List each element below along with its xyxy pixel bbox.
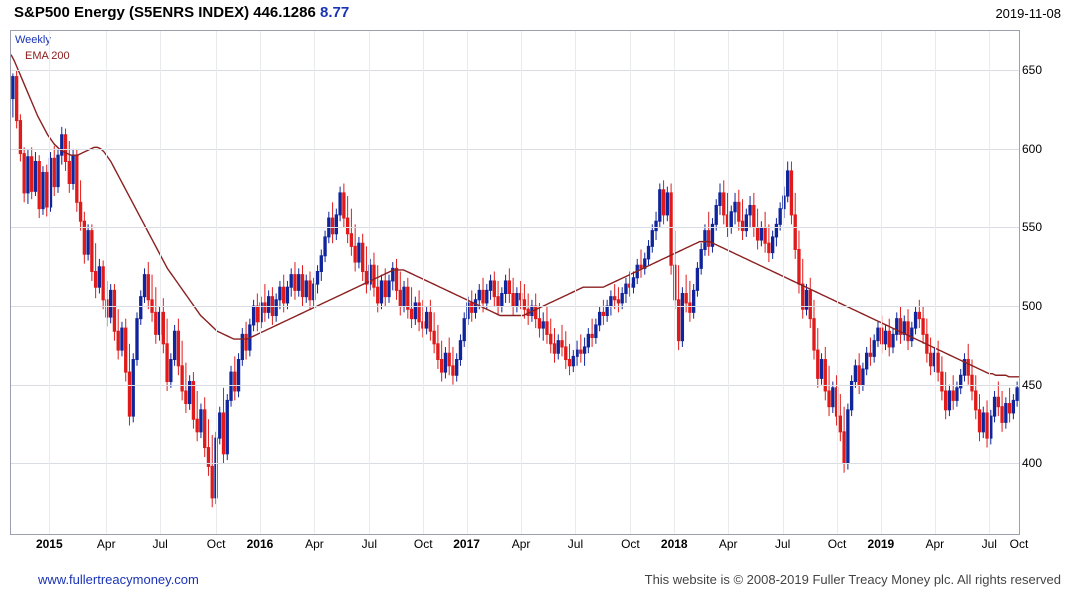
- x-axis-tick: Apr: [305, 537, 324, 551]
- last-price: 446.1286: [253, 4, 316, 21]
- grid-line-vertical: [521, 31, 523, 534]
- x-axis-tick: Oct: [413, 537, 433, 551]
- grid-line-vertical: [630, 31, 632, 534]
- ema-legend-label: EMA 200: [25, 50, 70, 62]
- grid-line: [11, 70, 1019, 72]
- candlestick-series: [11, 54, 1019, 508]
- x-axis-tick: Oct: [827, 537, 847, 551]
- x-axis-tick: Jul: [774, 537, 791, 551]
- x-axis-tick: 2017: [453, 537, 480, 551]
- x-axis-tick: Apr: [511, 537, 531, 551]
- x-axis: 2015 Apr Jul Oct 2016 Apr Jul Oct 2017 Apr Jul Oct 2…: [10, 537, 1028, 555]
- y-axis-tick: 650: [1022, 63, 1043, 78]
- price-chart-plot[interactable]: Weekly EMA 200: [10, 30, 1020, 535]
- grid-line-vertical: [259, 31, 261, 534]
- grid-line-vertical: [880, 31, 882, 534]
- y-axis-tick: 600: [1022, 141, 1043, 156]
- site-url[interactable]: www.fullertreacymoney.com: [38, 572, 199, 587]
- x-axis-tick: Jul: [152, 537, 168, 551]
- interval-label: Weekly: [15, 34, 51, 46]
- grid-line-vertical: [1019, 31, 1020, 534]
- x-axis-tick: Jul: [981, 537, 997, 551]
- copyright-text: This website is © 2008-2019 Fuller Treac…: [644, 572, 1061, 587]
- grid-line-vertical: [106, 31, 108, 534]
- grid-line-vertical: [674, 31, 676, 534]
- y-axis-tick: 500: [1022, 299, 1043, 314]
- grid-line-vertical: [160, 31, 162, 534]
- grid-line-vertical: [314, 31, 316, 534]
- x-axis-tick: Jul: [567, 537, 584, 551]
- page-title: S&P500 Energy (S5ENRS INDEX) 446.1286 8.…: [14, 4, 349, 21]
- grid-line-vertical: [216, 31, 218, 534]
- quote-date: 2019-11-08: [995, 6, 1061, 21]
- chart-header: S&P500 Energy (S5ENRS INDEX) 446.1286 8.…: [0, 0, 1075, 28]
- grid-line-vertical: [466, 31, 468, 534]
- x-axis-tick: Apr: [96, 537, 116, 551]
- x-axis-tick: Apr: [718, 537, 738, 551]
- x-axis-tick: Oct: [1009, 537, 1029, 551]
- x-axis-tick: 2015: [35, 537, 63, 551]
- x-axis-tick: 2018: [660, 537, 688, 551]
- grid-line-vertical: [423, 31, 425, 534]
- grid-line: [11, 463, 1019, 465]
- x-axis-tick: 2019: [867, 537, 895, 551]
- grid-line: [11, 384, 1019, 386]
- y-axis-tick: 450: [1022, 377, 1043, 392]
- chart-footer: www.fullertreacymoney.com This website i…: [0, 570, 1075, 594]
- x-axis-tick: Oct: [206, 537, 226, 551]
- x-axis-tick: 2016: [246, 537, 274, 551]
- grid-line-vertical: [837, 31, 839, 534]
- grid-line-vertical: [728, 31, 730, 534]
- instrument-name: S&P500 Energy (S5ENRS INDEX): [14, 4, 250, 21]
- grid-line-vertical: [575, 31, 577, 534]
- grid-line-vertical: [989, 31, 991, 534]
- grid-line-vertical: [369, 31, 371, 534]
- y-axis-tick: 550: [1022, 220, 1043, 235]
- x-axis-tick: Jul: [361, 537, 378, 551]
- y-axis: 400 450 500 550 600 650: [1022, 30, 1072, 535]
- price-change: 8.77: [320, 4, 350, 21]
- grid-line: [11, 306, 1019, 308]
- x-axis-tick: Apr: [925, 537, 945, 551]
- grid-line-vertical: [49, 31, 51, 534]
- y-axis-tick: 400: [1022, 456, 1043, 471]
- grid-line-vertical: [782, 31, 784, 534]
- x-axis-tick: Oct: [621, 537, 640, 551]
- grid-line-vertical: [934, 31, 936, 534]
- grid-line: [11, 148, 1019, 150]
- grid-line: [11, 227, 1019, 229]
